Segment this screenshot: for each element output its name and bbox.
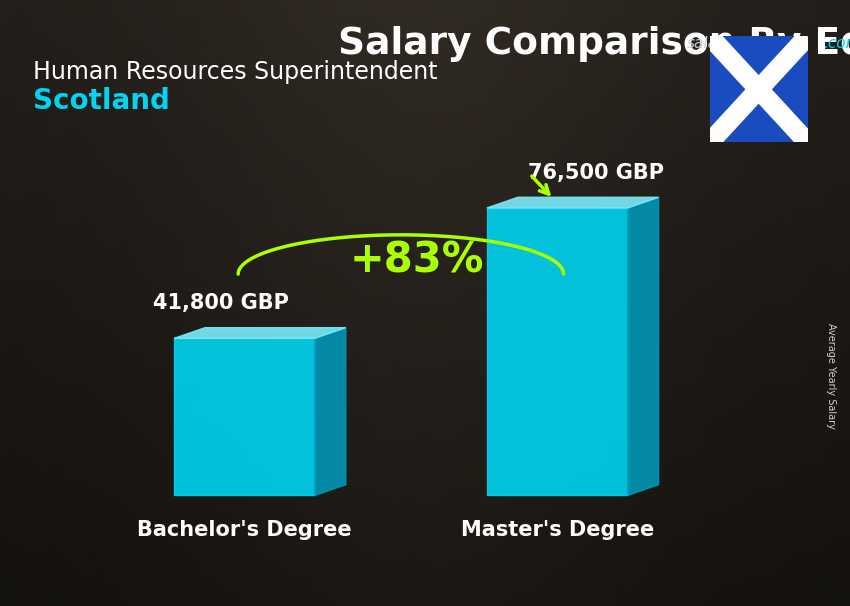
Text: Human Resources Superintendent: Human Resources Superintendent bbox=[33, 61, 438, 84]
Polygon shape bbox=[174, 328, 346, 338]
Text: Master's Degree: Master's Degree bbox=[461, 521, 654, 541]
Polygon shape bbox=[174, 338, 314, 496]
Text: 41,800 GBP: 41,800 GBP bbox=[153, 293, 289, 313]
Polygon shape bbox=[314, 328, 346, 496]
Text: Salary Comparison By Education: Salary Comparison By Education bbox=[338, 26, 850, 62]
Text: Bachelor's Degree: Bachelor's Degree bbox=[137, 521, 352, 541]
Polygon shape bbox=[627, 198, 659, 496]
Text: explorer: explorer bbox=[734, 36, 806, 52]
Polygon shape bbox=[487, 208, 627, 496]
Text: Scotland: Scotland bbox=[33, 87, 170, 115]
Text: .com: .com bbox=[823, 36, 850, 52]
Text: Average Yearly Salary: Average Yearly Salary bbox=[826, 323, 836, 428]
Polygon shape bbox=[487, 198, 659, 208]
Text: +83%: +83% bbox=[349, 239, 484, 281]
Text: 76,500 GBP: 76,500 GBP bbox=[529, 163, 665, 183]
Text: salary: salary bbox=[687, 36, 734, 52]
